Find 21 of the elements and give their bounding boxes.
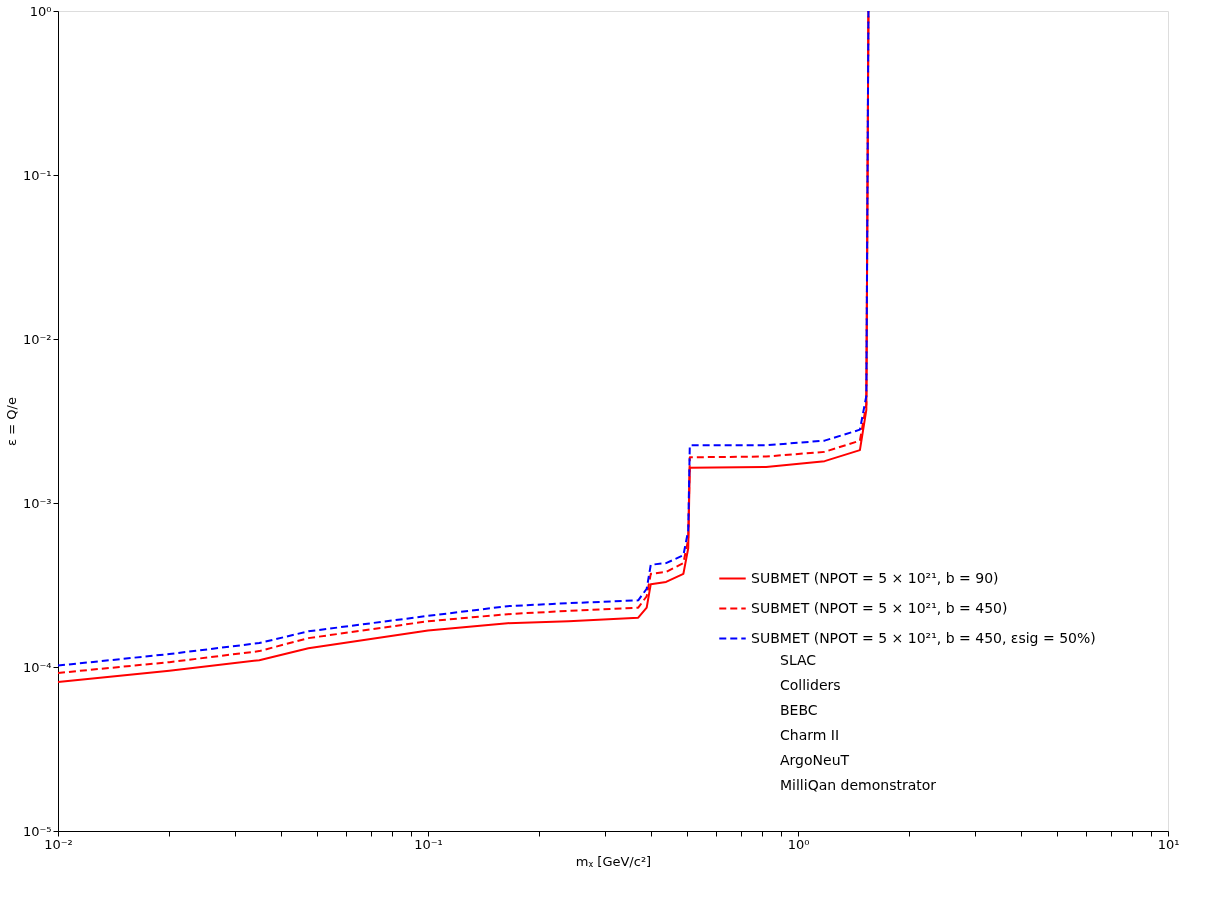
y-tick-label: 10⁻³ xyxy=(22,495,52,511)
x-axis-title: mᵪ [GeV/c²] xyxy=(575,853,652,869)
annotation: Charm II xyxy=(780,727,840,743)
x-tick-label: 10⁻¹ xyxy=(414,836,443,852)
x-tick-label: 10⁻² xyxy=(44,836,73,852)
annotation: MilliQan demonstrator xyxy=(780,777,937,793)
legend-label: SUBMET (NPOT = 5 × 10²¹, b = 450, εsig = 50%) xyxy=(751,629,1096,646)
x-tick-label: 10¹ xyxy=(1157,836,1180,852)
annotation: Colliders xyxy=(780,677,841,693)
y-tick-label: 10⁰ xyxy=(29,3,52,19)
annotation: ArgoNeuT xyxy=(780,752,850,768)
y-tick-label: 10⁻² xyxy=(22,331,52,347)
y-tick-label: 10⁻¹ xyxy=(22,167,52,183)
y-tick-label: 10⁻⁵ xyxy=(22,823,52,839)
legend-label: SUBMET (NPOT = 5 × 10²¹, b = 450) xyxy=(751,599,1008,616)
annotation: BEBC xyxy=(780,702,818,718)
annotation: SLAC xyxy=(780,652,817,668)
x-tick-label: 10⁰ xyxy=(787,836,810,852)
y-tick-label: 10⁻⁴ xyxy=(22,659,52,675)
y-axis-title: ε = Q/e xyxy=(3,397,19,446)
legend-label: SUBMET (NPOT = 5 × 10²¹, b = 90) xyxy=(751,569,999,586)
